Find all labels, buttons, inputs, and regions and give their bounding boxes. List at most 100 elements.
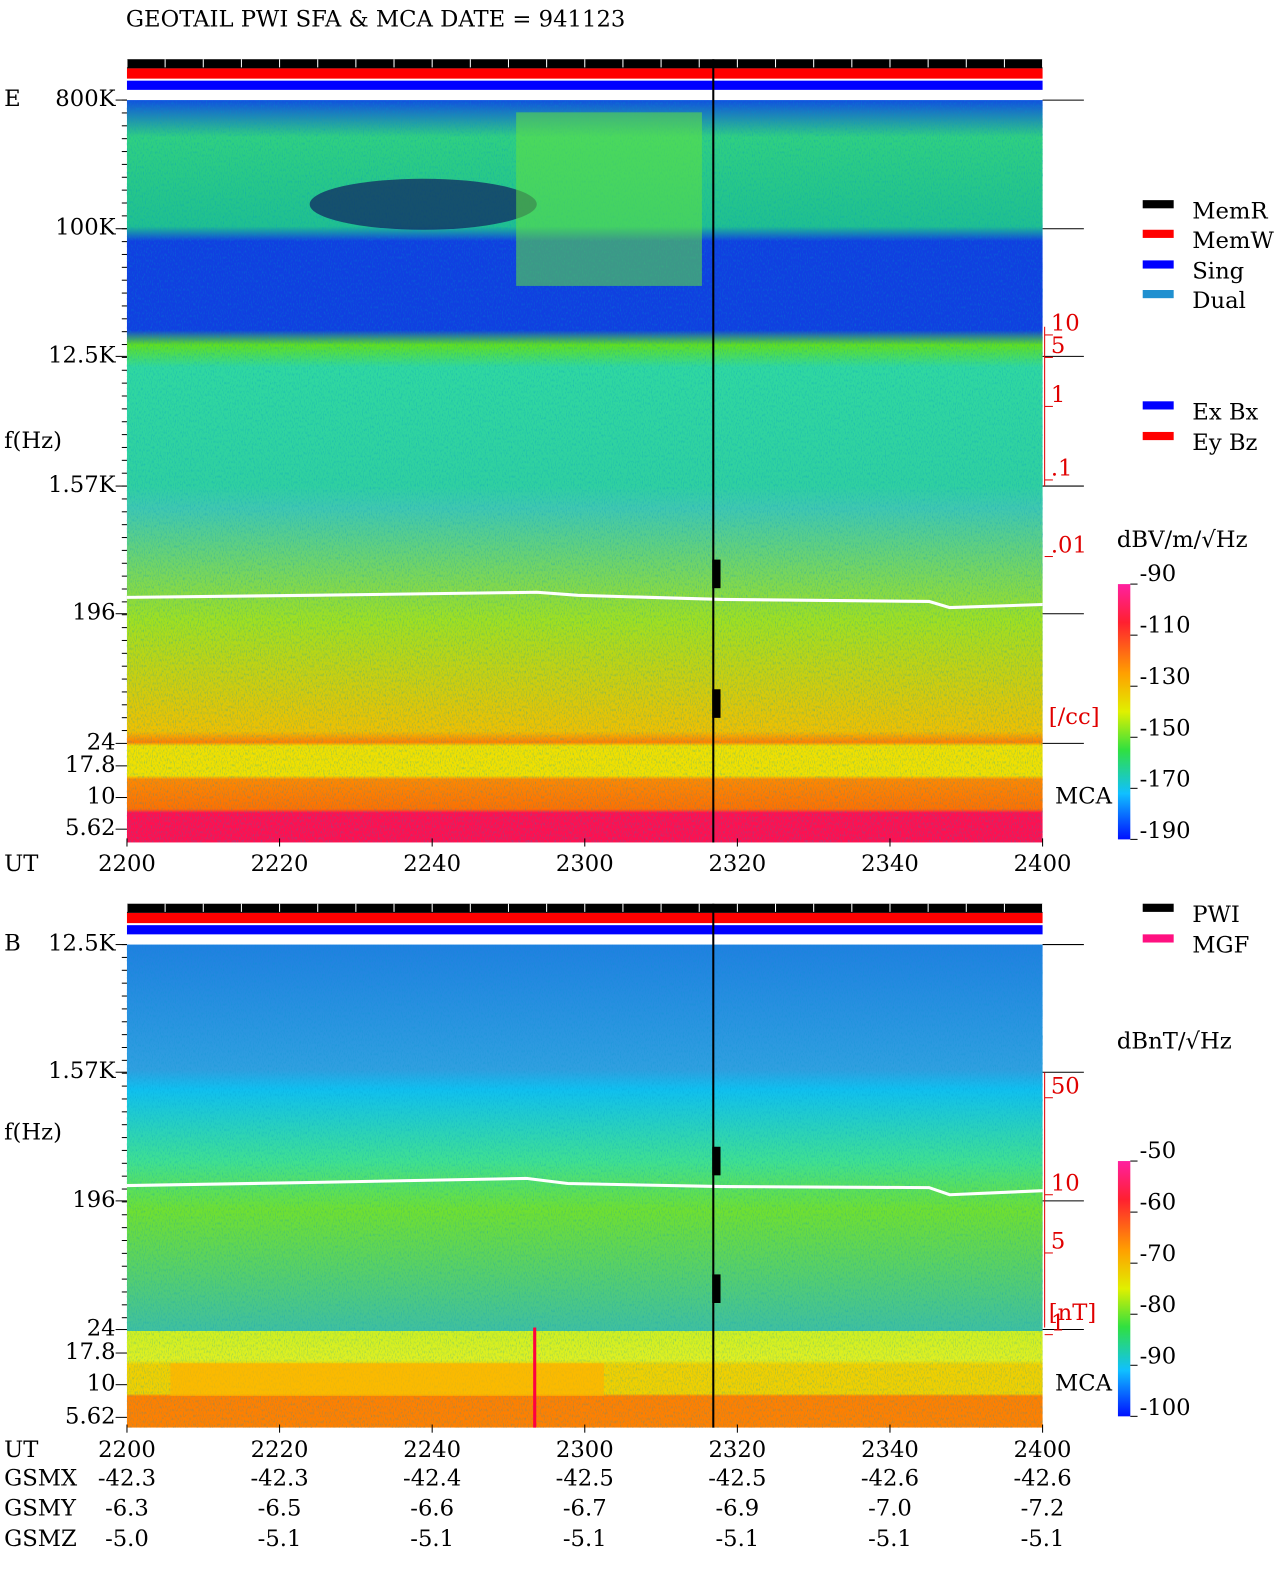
y-tick-label: 17.8 [65, 1339, 116, 1365]
colorbar-tick-label: -80 [1140, 1292, 1177, 1318]
x-tick-label: 2240 [403, 1437, 461, 1463]
colorbar-tick-label: -130 [1140, 664, 1191, 690]
density-label: 10 [1051, 311, 1080, 337]
orbit-value: -6.9 [715, 1496, 759, 1522]
orbit-label: GSMX [4, 1466, 77, 1492]
colorbar [1117, 584, 1131, 840]
colorbar-unit: dBnT/√Hz [1117, 1029, 1232, 1055]
legend-label: MGF [1192, 933, 1249, 959]
orbit-value: -5.1 [258, 1526, 302, 1552]
x-tick-label: 2340 [861, 1437, 919, 1463]
marker [712, 689, 721, 718]
density-label: 5 [1051, 333, 1065, 359]
density-label: 10 [1051, 1171, 1080, 1197]
orbit-value: -6.7 [563, 1496, 607, 1522]
y-tick-label: 12.5K [48, 931, 117, 957]
marker [712, 1146, 721, 1176]
panel-label: E [4, 86, 21, 112]
orbit-value: -6.6 [410, 1496, 454, 1522]
y-tick-label: 1.57K [48, 1058, 117, 1084]
colorbar [1117, 1161, 1131, 1417]
ut-label: UT [4, 851, 38, 877]
legend-swatch [1142, 260, 1174, 269]
legend-swatch [1142, 903, 1174, 912]
orbit-value: -5.1 [410, 1526, 454, 1552]
title: GEOTAIL PWI SFA & MCA DATE = 941123 [126, 6, 625, 32]
orbit-value: -42.6 [1013, 1466, 1071, 1492]
x-tick-label: 2300 [556, 851, 614, 877]
orbit-label: GSMY [4, 1496, 77, 1522]
legend-swatch [1142, 431, 1174, 441]
y-tick-label: 12.5K [48, 342, 117, 368]
legend-label: Ex Bx [1192, 400, 1258, 426]
plasma-line [126, 590, 1043, 610]
legend-swatch [1142, 401, 1174, 410]
orbit-value: -42.3 [250, 1466, 308, 1492]
marker [712, 559, 721, 589]
legend-swatch [1142, 290, 1174, 299]
density-label: .1 [1051, 456, 1073, 482]
colorbar-tick-label: -50 [1140, 1138, 1177, 1164]
x-tick-label: 2240 [403, 851, 461, 877]
dark-region [309, 178, 537, 230]
y-tick-label: 1.57K [48, 472, 117, 498]
colorbar-tick-label: -190 [1140, 818, 1191, 844]
legend-label: MemW [1192, 228, 1274, 254]
y-tick-label: 24 [87, 1316, 116, 1342]
panel-label: B [4, 931, 21, 957]
legend-label: Dual [1192, 288, 1246, 314]
ut-label: UT [4, 1437, 38, 1463]
legend-label: Ey Bz [1192, 430, 1257, 456]
orbit-value: -6.5 [258, 1496, 302, 1522]
colorbar-tick-label: -150 [1140, 715, 1191, 741]
x-tick-label: 2400 [1014, 1437, 1072, 1463]
colorbar-tick-label: -170 [1140, 767, 1191, 793]
orbit-label: GSMZ [4, 1526, 77, 1552]
legend-label: Sing [1192, 259, 1244, 285]
orbit-value: -5.1 [868, 1526, 912, 1552]
legend-label: MemR [1192, 198, 1268, 224]
y-tick-label: 5.62 [65, 815, 116, 841]
x-tick-label: 2300 [556, 1437, 614, 1463]
orbit-value: -5.1 [715, 1526, 759, 1552]
marker [712, 1274, 721, 1303]
density-unit: [nT] [1049, 1300, 1096, 1326]
density-label: 50 [1051, 1074, 1080, 1100]
colorbar-tick-label: -70 [1140, 1241, 1177, 1267]
colorbar-tick-label: -60 [1140, 1189, 1177, 1215]
x-tick-label: 2220 [251, 1437, 309, 1463]
legend-swatch [1142, 934, 1174, 943]
x-tick-label: 2200 [98, 1437, 156, 1463]
y-tick-label: 100K [55, 215, 116, 241]
mca-label: MCA [1055, 784, 1113, 810]
density-label: 5 [1051, 1229, 1065, 1255]
x-tick-label: 2220 [251, 851, 309, 877]
orbit-value: -42.6 [861, 1466, 919, 1492]
colorbar-tick-label: -100 [1140, 1395, 1191, 1421]
legend-swatch [1142, 229, 1174, 238]
density-label: .01 [1051, 532, 1087, 558]
x-tick-label: 2320 [708, 1437, 766, 1463]
plasma-line [126, 1176, 1043, 1197]
orbit-value: -5.0 [105, 1526, 149, 1552]
y-tick-label: 10 [87, 1371, 116, 1397]
y-tick-label: 196 [72, 600, 115, 626]
y-tick-label: 10 [87, 784, 116, 810]
orbit-value: -42.5 [708, 1466, 766, 1492]
orbit-value: -6.3 [105, 1496, 149, 1522]
colorbar-tick-label: -110 [1140, 612, 1191, 638]
x-tick-label: 2400 [1014, 851, 1072, 877]
y-tick-label: 17.8 [65, 752, 116, 778]
colorbar-tick-label: -90 [1140, 561, 1177, 587]
colorbar-unit: dBV/m/√Hz [1117, 527, 1248, 553]
orbit-value: -42.3 [98, 1466, 156, 1492]
burst [516, 112, 702, 286]
mca-label: MCA [1055, 1371, 1113, 1397]
density-label: 1 [1051, 1311, 1065, 1337]
legend-swatch [1142, 200, 1174, 209]
orbit-value: -42.4 [403, 1466, 461, 1492]
density-unit: [/cc] [1049, 704, 1100, 730]
orbit-value: -42.5 [556, 1466, 614, 1492]
